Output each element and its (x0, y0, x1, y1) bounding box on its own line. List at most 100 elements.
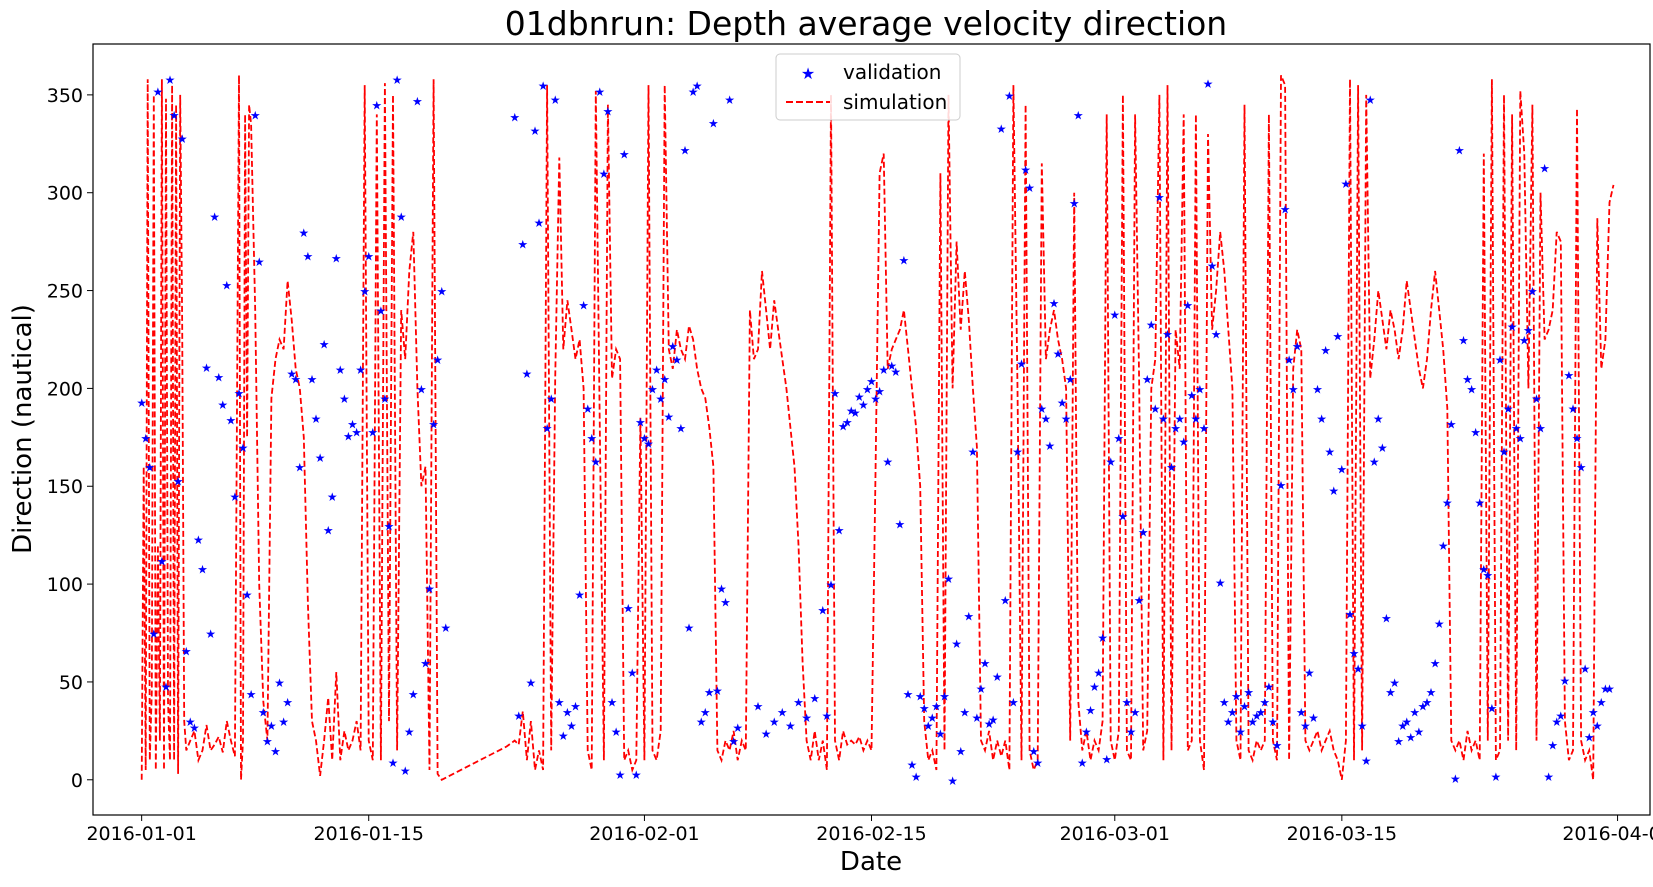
validation-point: ★ (972, 711, 983, 725)
validation-point: ★ (1186, 388, 1197, 402)
validation-point: ★ (1004, 89, 1015, 103)
validation-point: ★ (1182, 298, 1193, 312)
validation-point: ★ (311, 412, 322, 426)
validation-point: ★ (1045, 439, 1056, 453)
validation-point: ★ (1580, 662, 1591, 676)
validation-point: ★ (404, 725, 415, 739)
validation-point: ★ (1008, 696, 1019, 710)
validation-point: ★ (1414, 725, 1425, 739)
validation-point: ★ (424, 582, 435, 596)
validation-point: ★ (578, 298, 589, 312)
validation-point: ★ (1320, 343, 1331, 357)
validation-point: ★ (1491, 770, 1502, 784)
validation-point: ★ (1393, 735, 1404, 749)
validation-point: ★ (1547, 739, 1558, 753)
validation-point: ★ (1523, 324, 1534, 338)
validation-point: ★ (643, 437, 654, 451)
validation-point: ★ (1191, 412, 1202, 426)
validation-point: ★ (955, 744, 966, 758)
validation-point: ★ (509, 110, 520, 124)
x-tick-label: 2016-02-01 (589, 823, 699, 845)
legend-box (775, 53, 961, 121)
validation-point: ★ (574, 588, 585, 602)
validation-point: ★ (1211, 328, 1222, 342)
validation-point: ★ (1409, 705, 1420, 719)
validation-point: ★ (522, 367, 533, 381)
validation-point: ★ (177, 132, 188, 146)
validation-point: ★ (388, 756, 399, 770)
validation-point: ★ (1345, 607, 1356, 621)
validation-point: ★ (270, 744, 281, 758)
validation-point: ★ (1061, 412, 1072, 426)
validation-point: ★ (1170, 422, 1181, 436)
validation-point: ★ (201, 361, 212, 375)
validation-point: ★ (290, 373, 301, 387)
validation-point: ★ (1243, 686, 1254, 700)
y-tick-label: 250 (47, 281, 83, 303)
validation-point: ★ (700, 705, 711, 719)
validation-point: ★ (1016, 357, 1027, 371)
validation-point: ★ (1332, 330, 1343, 344)
validation-point: ★ (1478, 562, 1489, 576)
validation-point: ★ (992, 670, 1003, 684)
validation-point: ★ (1405, 731, 1416, 745)
validation-point: ★ (1430, 656, 1441, 670)
legend-validation-label: validation (843, 60, 941, 84)
validation-point: ★ (1041, 412, 1052, 426)
x-tick-label: 2016-01-15 (314, 823, 424, 845)
validation-point: ★ (1422, 696, 1433, 710)
validation-point: ★ (278, 715, 289, 729)
y-axis-label: Direction (nautical) (8, 304, 38, 554)
validation-point: ★ (939, 690, 950, 704)
validation-point: ★ (534, 216, 545, 230)
validation-point: ★ (801, 711, 812, 725)
validation-point: ★ (558, 729, 569, 743)
validation-point: ★ (213, 371, 224, 385)
simulation-series-line (140, 74, 1615, 781)
validation-point: ★ (1328, 484, 1339, 498)
validation-point: ★ (732, 721, 743, 735)
validation-point: ★ (903, 688, 914, 702)
validation-point: ★ (1288, 382, 1299, 396)
validation-point: ★ (428, 418, 439, 432)
validation-point: ★ (1142, 373, 1153, 387)
validation-point: ★ (148, 627, 159, 641)
validation-point: ★ (1174, 412, 1185, 426)
validation-point: ★ (1089, 680, 1100, 694)
validation-point: ★ (319, 337, 330, 351)
validation-point: ★ (1389, 676, 1400, 690)
validation-point: ★ (793, 696, 804, 710)
validation-point: ★ (380, 392, 391, 406)
validation-point: ★ (631, 768, 642, 782)
validation-point: ★ (1462, 373, 1473, 387)
validation-point: ★ (331, 251, 342, 265)
validation-point: ★ (1178, 435, 1189, 449)
validation-point: ★ (1113, 431, 1124, 445)
validation-point: ★ (667, 339, 678, 353)
validation-point: ★ (1057, 396, 1068, 410)
validation-point: ★ (927, 711, 938, 725)
validation-point: ★ (704, 686, 715, 700)
validation-point: ★ (968, 445, 979, 459)
validation-point: ★ (1539, 161, 1550, 175)
validation-point: ★ (866, 375, 877, 389)
validation-point: ★ (1081, 725, 1092, 739)
validation-point: ★ (294, 461, 305, 475)
validation-point: ★ (1584, 731, 1595, 745)
validation-point: ★ (1000, 594, 1011, 608)
validation-point: ★ (963, 609, 974, 623)
validation-point: ★ (1373, 412, 1384, 426)
validation-point: ★ (655, 392, 666, 406)
validation-point: ★ (692, 79, 703, 93)
validation-point: ★ (144, 461, 155, 475)
validation-point: ★ (1134, 594, 1145, 608)
validation-point: ★ (1450, 772, 1461, 786)
validation-point: ★ (708, 116, 719, 130)
y-tick-label: 150 (47, 476, 83, 498)
validation-point: ★ (590, 455, 601, 469)
validation-point: ★ (1284, 353, 1295, 367)
validation-point: ★ (951, 637, 962, 651)
validation-point: ★ (1499, 445, 1510, 459)
validation-point: ★ (238, 441, 249, 455)
validation-point: ★ (193, 533, 204, 547)
